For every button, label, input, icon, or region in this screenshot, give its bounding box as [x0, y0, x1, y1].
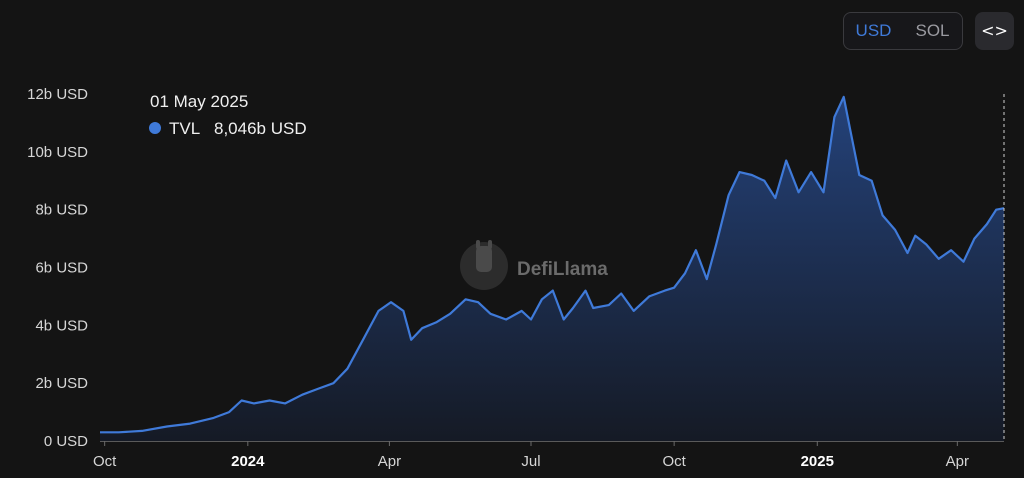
tvl-series-line [100, 95, 1005, 434]
x-tick-label: 2025 [801, 453, 834, 470]
x-tick-label: Apr [946, 453, 969, 470]
x-tick-label: Apr [378, 453, 401, 470]
currency-sol-button[interactable]: SOL [915, 21, 950, 40]
embed-code-button[interactable]: <> [975, 12, 1014, 50]
x-tick-label: Jul [521, 453, 540, 470]
y-axis: 0 USD 2b USD 4b USD 6b USD 8b USD 10b USD 12b … [27, 86, 88, 450]
y-tick-label: 10b USD [27, 144, 88, 161]
y-tick-label: 2b USD [35, 375, 88, 392]
currency-usd-button[interactable]: USD [855, 21, 892, 40]
watermark: DefiLlama [460, 240, 608, 290]
tooltip-series-label: TVL [169, 119, 200, 138]
x-tick-label: 2024 [231, 453, 265, 470]
code-brackets-icon: <> [981, 21, 1008, 40]
llama-logo-icon [460, 240, 508, 290]
y-tick-label: 4b USD [35, 317, 88, 334]
x-tick-label: Oct [662, 453, 686, 470]
y-tick-label: 6b USD [35, 260, 88, 277]
y-tick-label: 12b USD [27, 86, 88, 103]
y-tick-label: 8b USD [35, 202, 88, 219]
tooltip-marker [149, 122, 161, 134]
watermark-text: DefiLlama [517, 259, 608, 280]
x-axis: Oct 2024 Apr Jul Oct 2025 Apr [93, 441, 1004, 470]
y-tick-label: 0 USD [44, 433, 88, 450]
tooltip: 01 May 2025 TVL 8,046b USD [149, 92, 307, 138]
tvl-area-fill [100, 96, 1004, 442]
x-tick-label: Oct [93, 453, 117, 470]
tooltip-date: 01 May 2025 [150, 92, 248, 111]
currency-toggle: USD SOL [843, 12, 963, 50]
tooltip-value: 8,046b USD [214, 119, 307, 138]
